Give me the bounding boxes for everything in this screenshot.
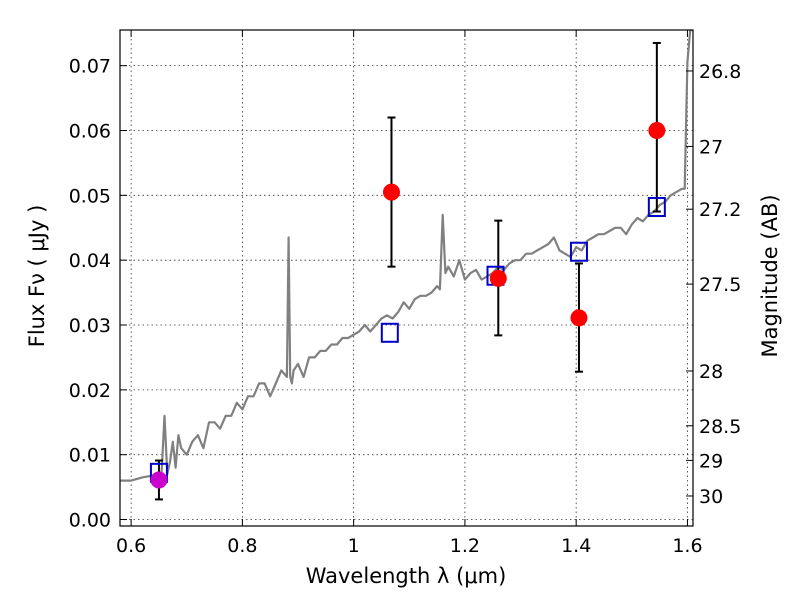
y2-axis-label: Magnitude (AB) bbox=[758, 194, 782, 357]
model-flux-square bbox=[380, 322, 399, 343]
x-tick-label: 1 bbox=[348, 535, 360, 557]
grid-lines bbox=[120, 30, 693, 526]
observed-flux-point bbox=[648, 121, 666, 139]
y2-tick-label: 30 bbox=[699, 486, 723, 508]
y2-tick-label: 27 bbox=[699, 136, 723, 158]
y2-tick-label: 27.5 bbox=[699, 274, 741, 296]
spectrum-line bbox=[120, 30, 693, 482]
y-axis-label: Flux Fν ( μJy ) bbox=[25, 205, 49, 348]
y-tick-label: 0.06 bbox=[69, 120, 111, 142]
observed-flux-point bbox=[382, 183, 400, 201]
x-tick-label: 1.2 bbox=[450, 535, 480, 557]
y-tick-label: 0.02 bbox=[69, 380, 111, 402]
y-tick-label: 0.04 bbox=[69, 250, 111, 272]
y-tick-label: 0.01 bbox=[69, 445, 111, 467]
plot-frame bbox=[119, 29, 694, 527]
x-axis-label: Wavelength λ (μm) bbox=[306, 564, 507, 588]
observed-flux-point bbox=[570, 309, 588, 327]
axis-ticks: 0.6 0.8 1 1.2 1.4 1.6 0.00 0.01 0.02 0.03 0.04 0.05… bbox=[69, 30, 741, 557]
y-tick-label: 0.00 bbox=[69, 510, 111, 532]
observed-flux-point bbox=[150, 471, 168, 489]
series-layer bbox=[120, 30, 693, 501]
y2-tick-label: 28.5 bbox=[699, 416, 741, 438]
y2-tick-label: 28 bbox=[699, 361, 723, 383]
x-tick-label: 1.6 bbox=[672, 535, 702, 557]
y-tick-label: 0.07 bbox=[69, 56, 111, 78]
model-flux-square bbox=[647, 197, 666, 218]
y-tick-label: 0.05 bbox=[69, 185, 111, 207]
model-flux-square bbox=[569, 241, 588, 262]
y-tick-label: 0.03 bbox=[69, 315, 111, 337]
observed-flux-point bbox=[489, 269, 507, 287]
x-tick-label: 0.6 bbox=[116, 535, 146, 557]
y2-tick-label: 29 bbox=[699, 450, 723, 472]
x-tick-label: 0.8 bbox=[227, 535, 257, 557]
y2-tick-label: 26.8 bbox=[699, 61, 741, 83]
y2-tick-label: 27.2 bbox=[699, 199, 741, 221]
x-tick-label: 1.4 bbox=[561, 535, 591, 557]
